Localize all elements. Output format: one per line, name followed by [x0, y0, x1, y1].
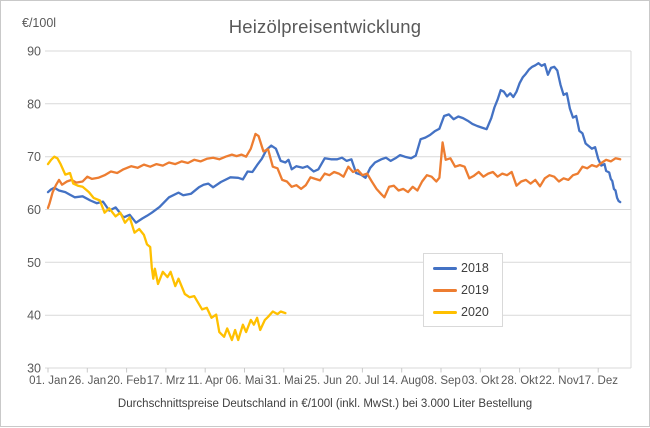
x-tick-label-08. Sep: 08. Sep [421, 375, 461, 387]
legend-swatch-2020 [433, 310, 457, 314]
legend-label-2018: 2018 [461, 261, 489, 275]
x-tick-label-28. Okt: 28. Okt [501, 375, 539, 387]
legend-item-2019: 2019 [433, 283, 502, 297]
x-tick-label-25. Jun: 25. Jun [304, 375, 342, 387]
y-tick-label-50: 50 [27, 256, 41, 270]
x-tick-label-26. Jan: 26. Jan [68, 375, 106, 387]
legend-swatch-2018 [433, 266, 457, 270]
footnote: Durchschnittspreise Deutschland in €/100… [117, 398, 533, 410]
legend-swatch-2019 [433, 288, 457, 292]
legend-label-2020: 2020 [461, 305, 489, 319]
chart-title: Heizölpreisentwicklung [228, 16, 422, 37]
y-axis-unit-label: €/100l [22, 16, 57, 30]
x-tick-label-17. Mrz: 17. Mrz [147, 375, 186, 387]
legend: 2018 2019 2020 [423, 253, 503, 327]
y-tick-label-70: 70 [27, 150, 41, 164]
x-tick-label-17. Dez: 17. Dez [578, 375, 618, 387]
x-tick-label-31. Mai: 31. Mai [265, 375, 303, 387]
x-tick-label-22. Nov: 22. Nov [539, 375, 579, 387]
series-line-2019 [46, 132, 622, 210]
y-tick-label-80: 80 [27, 97, 41, 111]
x-tick-label-01. Jan: 01. Jan [29, 375, 67, 387]
y-tick-label-30: 30 [27, 362, 41, 376]
x-tick-label-03. Okt: 03. Okt [462, 375, 500, 387]
y-tick-label-60: 60 [27, 203, 41, 217]
y-tick-label-90: 90 [27, 45, 41, 59]
x-tick-label-14. Aug: 14. Aug [382, 375, 421, 387]
x-tick-label-11. Apr: 11. Apr [187, 375, 223, 387]
series-line-2020 [46, 155, 287, 342]
x-tick-label-06. Mai: 06. Mai [226, 375, 264, 387]
legend-item-2020: 2020 [433, 305, 502, 319]
y-tick-label-40: 40 [27, 309, 41, 323]
x-tick-label-20. Feb: 20. Feb [107, 375, 146, 387]
series-line-2018 [46, 62, 622, 224]
legend-item-2018: 2018 [433, 261, 502, 275]
x-tick-label-20. Jul: 20. Jul [345, 375, 379, 387]
legend-label-2019: 2019 [461, 283, 489, 297]
